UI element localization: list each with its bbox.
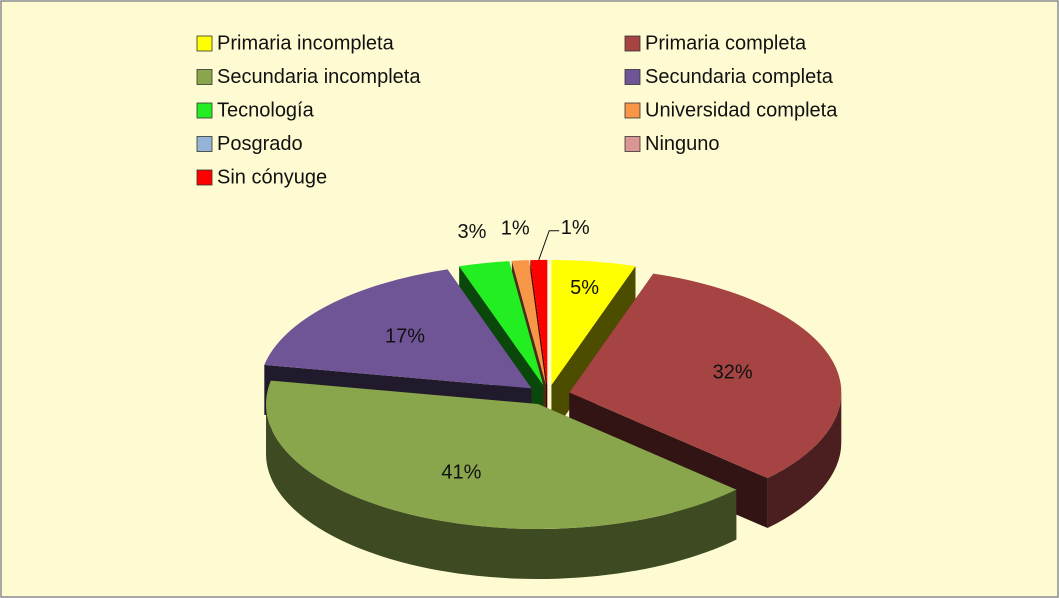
legend-label: Primaria completa xyxy=(645,32,807,54)
slice-top xyxy=(266,380,737,530)
legend-label: Secundaria incompleta xyxy=(217,66,421,88)
legend-swatch xyxy=(196,35,213,52)
data-label: 5% xyxy=(570,277,599,299)
slice-top xyxy=(511,260,546,385)
legend-label: Universidad completa xyxy=(645,99,838,121)
data-label: 1% xyxy=(561,217,590,239)
slice-top xyxy=(569,273,842,479)
legend-swatch xyxy=(624,69,641,85)
data-label: 1% xyxy=(501,218,530,240)
legend-label: Secundaria completa xyxy=(645,66,834,88)
leader-line xyxy=(538,230,560,261)
slice-top xyxy=(264,269,532,389)
slice-top xyxy=(551,260,636,386)
legend-swatch xyxy=(196,69,213,85)
legend-swatch xyxy=(624,102,641,119)
legend-swatch xyxy=(196,169,213,186)
pie-slice xyxy=(266,380,737,580)
legend-label: Sin cónyuge xyxy=(217,166,327,188)
slice-side xyxy=(266,404,737,580)
legend-label: Ninguno xyxy=(645,133,720,155)
slice-side xyxy=(767,392,842,529)
data-label: 32% xyxy=(713,361,753,383)
legend-label: Tecnología xyxy=(217,99,315,121)
data-label: 17% xyxy=(385,325,425,347)
legend-label: Posgrado xyxy=(217,133,303,155)
legend-swatch xyxy=(196,136,213,152)
slice-top xyxy=(530,259,548,385)
legend-swatch xyxy=(624,35,641,52)
slice-top xyxy=(459,261,544,386)
legend-swatch xyxy=(196,102,213,119)
legend-swatch xyxy=(624,136,641,152)
legend-label: Primaria incompleta xyxy=(217,32,395,54)
data-label: 3% xyxy=(458,221,487,243)
data-label: 41% xyxy=(441,461,481,483)
